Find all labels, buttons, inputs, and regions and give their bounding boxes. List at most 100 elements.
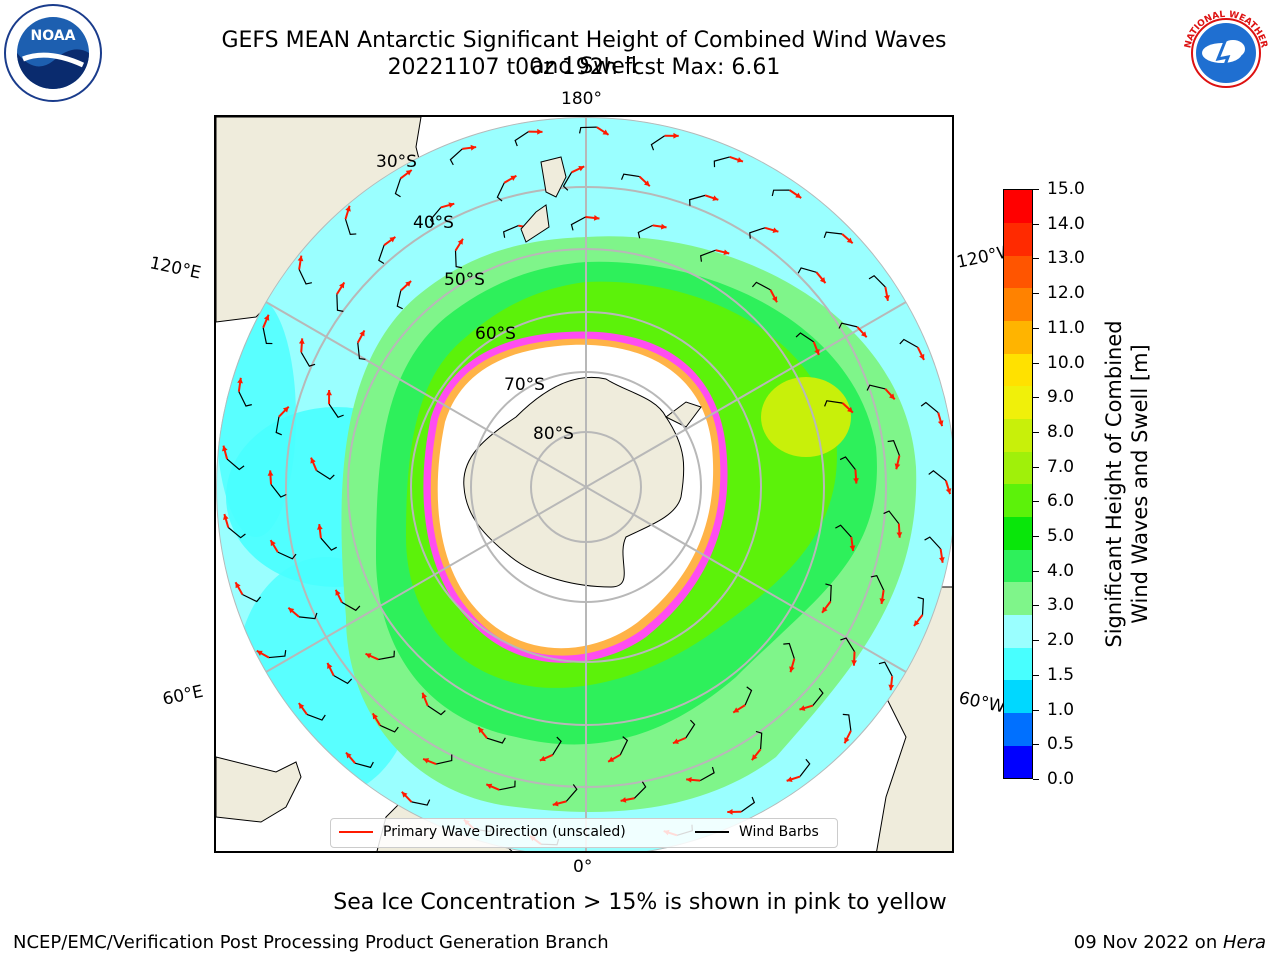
wave-arrow-head	[723, 249, 730, 256]
wave-arrow-head	[365, 653, 372, 659]
colorbar-segment	[1004, 680, 1032, 714]
wave-arrow-head	[751, 754, 758, 761]
colorbar-tick-label: 15.0	[1033, 181, 1085, 198]
colorbar-segment	[1004, 582, 1032, 616]
wave-arrow-head	[814, 348, 820, 355]
wave-arrow-head	[510, 175, 517, 181]
lon-label-60w: 60°W	[956, 688, 1008, 718]
wave-arrow-head	[846, 237, 853, 244]
colorbar-segment	[1004, 647, 1032, 681]
wave-arrow-head	[470, 144, 477, 151]
wave-arrow-head	[686, 776, 692, 783]
wave-arrow-head	[448, 202, 455, 208]
wind-barb	[619, 736, 629, 756]
map-legend: Primary Wave Direction (unscaled) Wind B…	[330, 818, 838, 848]
wave-arrow-head	[819, 277, 826, 284]
footer-host: Hera	[1222, 932, 1266, 953]
wind-barb	[823, 231, 843, 238]
wave-arrow-head	[537, 128, 543, 135]
wind-barb	[275, 416, 282, 436]
wave-arrow-head	[879, 598, 886, 604]
wind-barb	[333, 674, 353, 685]
wind-barb	[689, 194, 706, 206]
wind-barb	[899, 338, 919, 348]
wave-arrow-head	[737, 157, 743, 163]
colorbar-label: Significant Height of Combined Wind Wave…	[1101, 294, 1153, 674]
colorbar-segment	[1004, 614, 1032, 648]
lon-label-120e: 120°E	[147, 253, 203, 284]
wind-barb	[411, 799, 431, 806]
colorbar-segment	[1004, 549, 1032, 583]
colorbar-tick-label: 2.0	[1033, 632, 1074, 649]
wave-arrow-head	[712, 195, 719, 201]
colorbar-tick-label: 1.5	[1033, 666, 1074, 684]
lon-label-180: 180°	[561, 89, 602, 109]
wind-barb	[825, 583, 832, 602]
wave-arrow-head	[235, 582, 241, 589]
colorbar-label-line1: Significant Height of Combined	[1102, 320, 1126, 648]
wind-barb	[917, 596, 925, 615]
wave-arrow-head	[326, 390, 332, 396]
wave-arrow-head	[345, 752, 352, 759]
chart-subtitle: 20221107 t00z 192h fcst Max: 6.61	[387, 55, 781, 80]
colorbar-tick-label: 6.0	[1033, 493, 1074, 510]
wind-barb	[740, 796, 756, 813]
wave-arrow-head	[727, 809, 733, 815]
colorbar-segment	[1004, 484, 1032, 518]
colorbar-tick-label: 14.0	[1033, 215, 1085, 233]
wave-arrow-head	[772, 227, 779, 233]
wind-barb	[379, 724, 399, 733]
wave-arrow-head	[672, 738, 679, 744]
wave-arrow-head	[913, 620, 920, 627]
wave-arrow-head	[789, 666, 795, 673]
wave-arrow-head	[861, 331, 867, 338]
colorbar-tick-label: 7.0	[1033, 458, 1074, 476]
wave-arrow-head	[256, 650, 263, 656]
lon-label-0: 0°	[573, 857, 593, 877]
wind-barb	[268, 650, 287, 659]
wind-barb	[866, 384, 886, 391]
wave-arrow-head	[405, 170, 412, 176]
wind-barb	[771, 189, 790, 197]
colorbar-segment	[1004, 745, 1032, 779]
wind-barb	[306, 713, 326, 721]
colorbar-tick-label: 1.0	[1033, 701, 1074, 719]
colorbar-tick-label: 0.0	[1033, 771, 1074, 788]
wind-barb	[685, 719, 696, 739]
wind-barb	[435, 754, 453, 765]
wave-arrow-head	[339, 282, 345, 289]
colorbar-segment	[1004, 516, 1032, 550]
wave-arrow-head	[853, 478, 859, 484]
wind-barb	[454, 250, 463, 269]
wind-barb	[812, 687, 824, 706]
wind-barb	[744, 686, 753, 706]
wind-barb	[633, 781, 647, 799]
wind-barb	[514, 131, 529, 147]
barb-legend-label: Wind Barbs	[739, 824, 819, 840]
colorbar-tick-label: 12.0	[1033, 285, 1085, 302]
wind-barb	[749, 227, 766, 239]
wind-barb	[842, 713, 852, 731]
colorbar-tick-label: 8.0	[1033, 423, 1074, 441]
colorbar-segment	[1004, 451, 1032, 485]
wind-barb	[620, 173, 640, 180]
wind-barb	[562, 172, 573, 191]
wind-barb	[840, 637, 856, 652]
wind-barb	[713, 156, 730, 168]
wave-arrow-head	[937, 420, 944, 427]
colorbar-tick-label: 5.0	[1033, 528, 1074, 545]
wave-arrow-head	[282, 406, 289, 413]
colorbar-segment	[1004, 386, 1032, 420]
wave-arrow-head	[267, 470, 274, 476]
colorbar	[1003, 189, 1033, 779]
wind-barb	[378, 245, 385, 265]
wave-arrow-head	[884, 295, 890, 301]
wind-barb	[427, 705, 446, 716]
wind-barb	[835, 524, 852, 538]
colorbar-segment	[1004, 190, 1032, 224]
wave-arrow-head	[539, 755, 546, 762]
wave-arrow-head	[847, 406, 853, 413]
wind-barb	[924, 536, 942, 550]
wind-barb	[449, 148, 463, 166]
lat-label-50s: 50°S	[444, 270, 485, 290]
